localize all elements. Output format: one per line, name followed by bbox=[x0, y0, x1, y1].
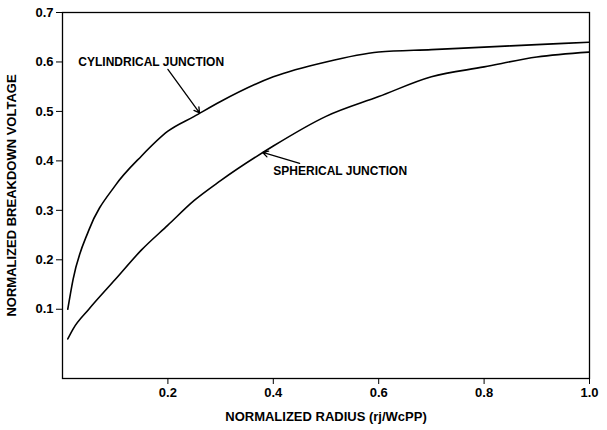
svg-text:0.6: 0.6 bbox=[370, 385, 388, 400]
svg-text:0.7: 0.7 bbox=[35, 5, 53, 20]
svg-text:CYLINDRICAL JUNCTION: CYLINDRICAL JUNCTION bbox=[78, 55, 224, 69]
svg-text:0.4: 0.4 bbox=[264, 385, 283, 400]
svg-text:0.2: 0.2 bbox=[159, 385, 177, 400]
svg-text:0.4: 0.4 bbox=[35, 153, 54, 168]
svg-text:0.6: 0.6 bbox=[35, 54, 53, 69]
svg-text:0.2: 0.2 bbox=[35, 252, 53, 267]
svg-text:0.1: 0.1 bbox=[35, 301, 53, 316]
svg-text:SPHERICAL JUNCTION: SPHERICAL JUNCTION bbox=[273, 164, 407, 178]
svg-text:NORMALIZED RADIUS (rj/WcPP): NORMALIZED RADIUS (rj/WcPP) bbox=[225, 409, 427, 424]
svg-text:1.0: 1.0 bbox=[580, 385, 598, 400]
svg-text:NORMALIZED BREAKDOWN VOLTAGE: NORMALIZED BREAKDOWN VOLTAGE bbox=[4, 74, 19, 316]
svg-text:0.5: 0.5 bbox=[35, 104, 53, 119]
svg-text:0.8: 0.8 bbox=[475, 385, 493, 400]
svg-text:0.3: 0.3 bbox=[35, 202, 53, 217]
